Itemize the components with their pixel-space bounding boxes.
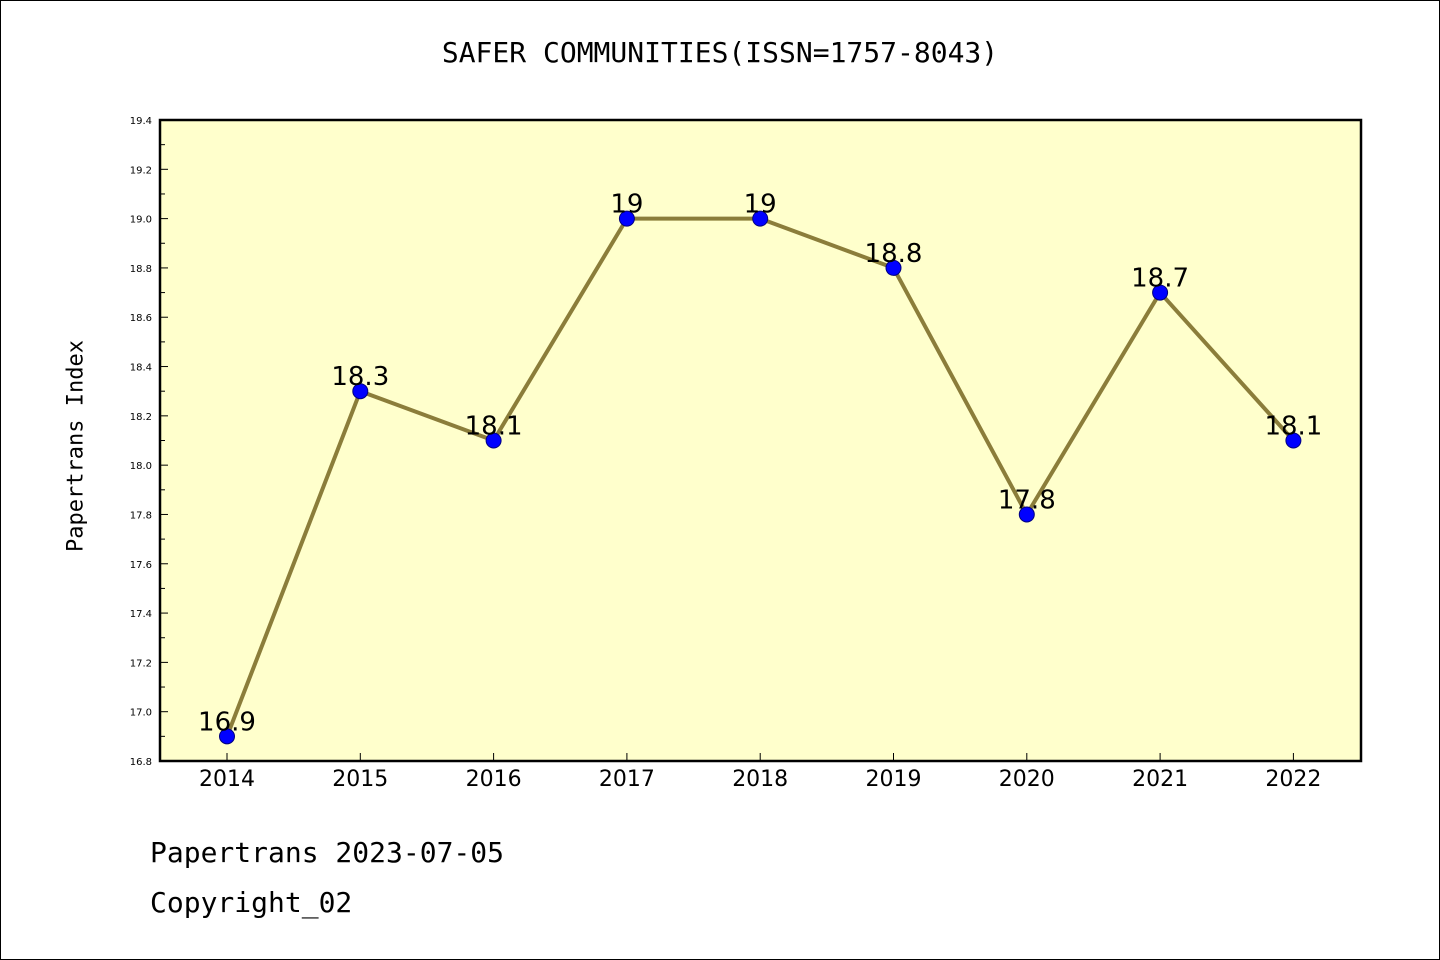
y-tick-label: 19.4: [130, 116, 152, 127]
y-tick-label: 17.0: [130, 708, 152, 719]
plot-border: [158, 118, 1363, 763]
data-point: [618, 210, 635, 227]
y-tick-label: 18.8: [130, 264, 152, 275]
data-point: [752, 210, 769, 227]
y-tick-label: 17.8: [130, 510, 152, 521]
data-label: 18.3: [331, 362, 389, 392]
x-tick-label: 2016: [466, 767, 522, 792]
data-point: [219, 728, 235, 745]
chart-title: SAFER COMMUNITIES(ISSN=1757-8043): [441, 36, 999, 69]
y-tick-label: 18.6: [130, 313, 152, 324]
data-label: 18.1: [465, 412, 523, 442]
x-tick-label: 2020: [999, 767, 1055, 792]
data-label: 18.8: [865, 239, 923, 269]
x-tick-label: 2017: [599, 767, 655, 792]
data-point: [1018, 506, 1035, 523]
data-label: 17.8: [998, 485, 1056, 515]
y-tick-label: 19.0: [130, 215, 152, 226]
data-label: 18.1: [1264, 412, 1322, 442]
y-tick-label: 18.2: [130, 412, 152, 423]
y-tick-label: 18.4: [130, 363, 152, 374]
footer-copyright: Copyright_02: [150, 886, 353, 919]
data-point: [885, 259, 902, 276]
x-tick-label: 2021: [1132, 767, 1188, 792]
data-point: [1285, 432, 1302, 449]
x-tick-label: 2014: [199, 767, 255, 792]
footer-date: Papertrans 2023-07-05: [150, 836, 505, 869]
data-label: 16.9: [198, 707, 256, 737]
x-tick-label: 2019: [866, 767, 922, 792]
data-label: 19: [744, 190, 777, 220]
y-tick-label: 18.0: [130, 461, 152, 472]
y-tick-label: 19.2: [130, 165, 152, 176]
y-tick-label: 16.8: [130, 757, 152, 768]
data-label: 19: [610, 190, 643, 220]
data-point: [485, 432, 502, 449]
data-label: 18.7: [1131, 264, 1189, 294]
y-tick-label: 17.4: [130, 609, 152, 620]
data-point: [1152, 284, 1169, 301]
x-tick-label: 2015: [332, 767, 388, 792]
y-tick-label: 17.6: [130, 560, 152, 571]
x-tick-label: 2018: [732, 767, 788, 792]
data-point: [352, 383, 369, 400]
plot-area: [160, 120, 1361, 761]
y-tick-label: 17.2: [130, 658, 152, 669]
x-tick-label: 2022: [1265, 767, 1321, 792]
